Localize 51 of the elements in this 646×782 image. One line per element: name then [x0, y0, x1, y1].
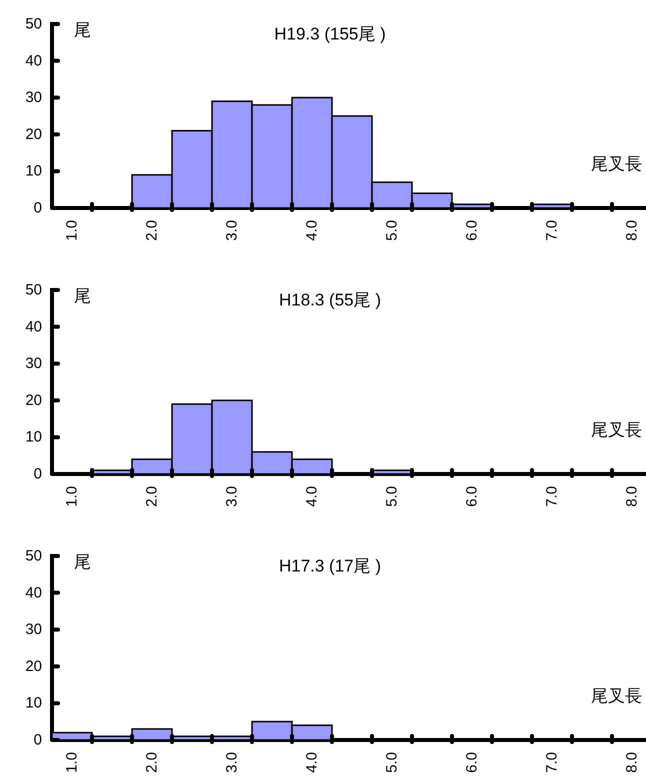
x-tick-label: 7.0: [544, 220, 560, 241]
y-tick-label: 10: [25, 428, 42, 446]
y-axis-title: 尾: [74, 286, 91, 306]
x-tick-label: 6.0: [464, 752, 480, 773]
x-tick-label: 6.0: [464, 220, 480, 241]
chart-title: H19.3 (155尾 ): [274, 24, 386, 44]
y-tick-label: 10: [25, 162, 42, 180]
y-axis-title: 尾: [74, 552, 91, 572]
chart-title: H17.3 (17尾 ): [278, 556, 382, 576]
x-tick-label: 3.0: [224, 486, 240, 507]
x-tick-label: 8.0: [624, 220, 640, 241]
x-tick-label: 3.0: [224, 752, 240, 773]
x-tick-label: 1.0: [64, 486, 80, 507]
y-tick-label: 30: [25, 621, 42, 638]
y-tick-label: 50: [25, 548, 42, 564]
x-tick-label: 2.0: [144, 220, 160, 241]
y-axis-title: 尾: [74, 20, 91, 40]
y-tick-label: 30: [25, 89, 42, 106]
y-tick-label: 20: [25, 126, 42, 143]
x-tick-label: 8.0: [624, 486, 640, 507]
x-axis-title: 尾叉長: [591, 154, 642, 174]
y-tick-label: 0: [34, 200, 42, 216]
y-tick-label: 0: [34, 466, 42, 482]
x-tick-label: 7.0: [544, 486, 560, 507]
y-tick-label: 10: [25, 694, 42, 712]
x-tick-label: 1.0: [64, 220, 80, 241]
y-tick-label: 50: [25, 282, 42, 298]
y-tick-label: 40: [25, 318, 42, 336]
x-tick-label: 5.0: [384, 752, 400, 773]
y-tick-label: 20: [25, 392, 42, 409]
x-tick-label: 4.0: [304, 752, 320, 773]
x-tick-label: 2.0: [144, 486, 160, 507]
x-tick-label: 3.0: [224, 220, 240, 241]
y-tick-label: 50: [25, 16, 42, 32]
x-tick-label: 7.0: [544, 752, 560, 773]
chart-title: H18.3 (55尾 ): [278, 290, 382, 310]
y-tick-label: 20: [25, 658, 42, 675]
x-tick-label: 4.0: [304, 220, 320, 241]
x-tick-label: 5.0: [384, 220, 400, 241]
x-axis-title: 尾叉長: [591, 686, 642, 706]
y-tick-label: 40: [25, 52, 42, 70]
y-tick-label: 40: [25, 584, 42, 602]
x-tick-label: 5.0: [384, 486, 400, 507]
x-tick-label: 6.0: [464, 486, 480, 507]
x-tick-label: 1.0: [64, 752, 80, 773]
y-tick-label: 0: [34, 732, 42, 748]
x-axis-title: 尾叉長: [591, 420, 642, 440]
y-tick-label: 30: [25, 355, 42, 372]
x-tick-label: 8.0: [624, 752, 640, 773]
x-tick-label: 4.0: [304, 486, 320, 507]
x-tick-label: 2.0: [144, 752, 160, 773]
